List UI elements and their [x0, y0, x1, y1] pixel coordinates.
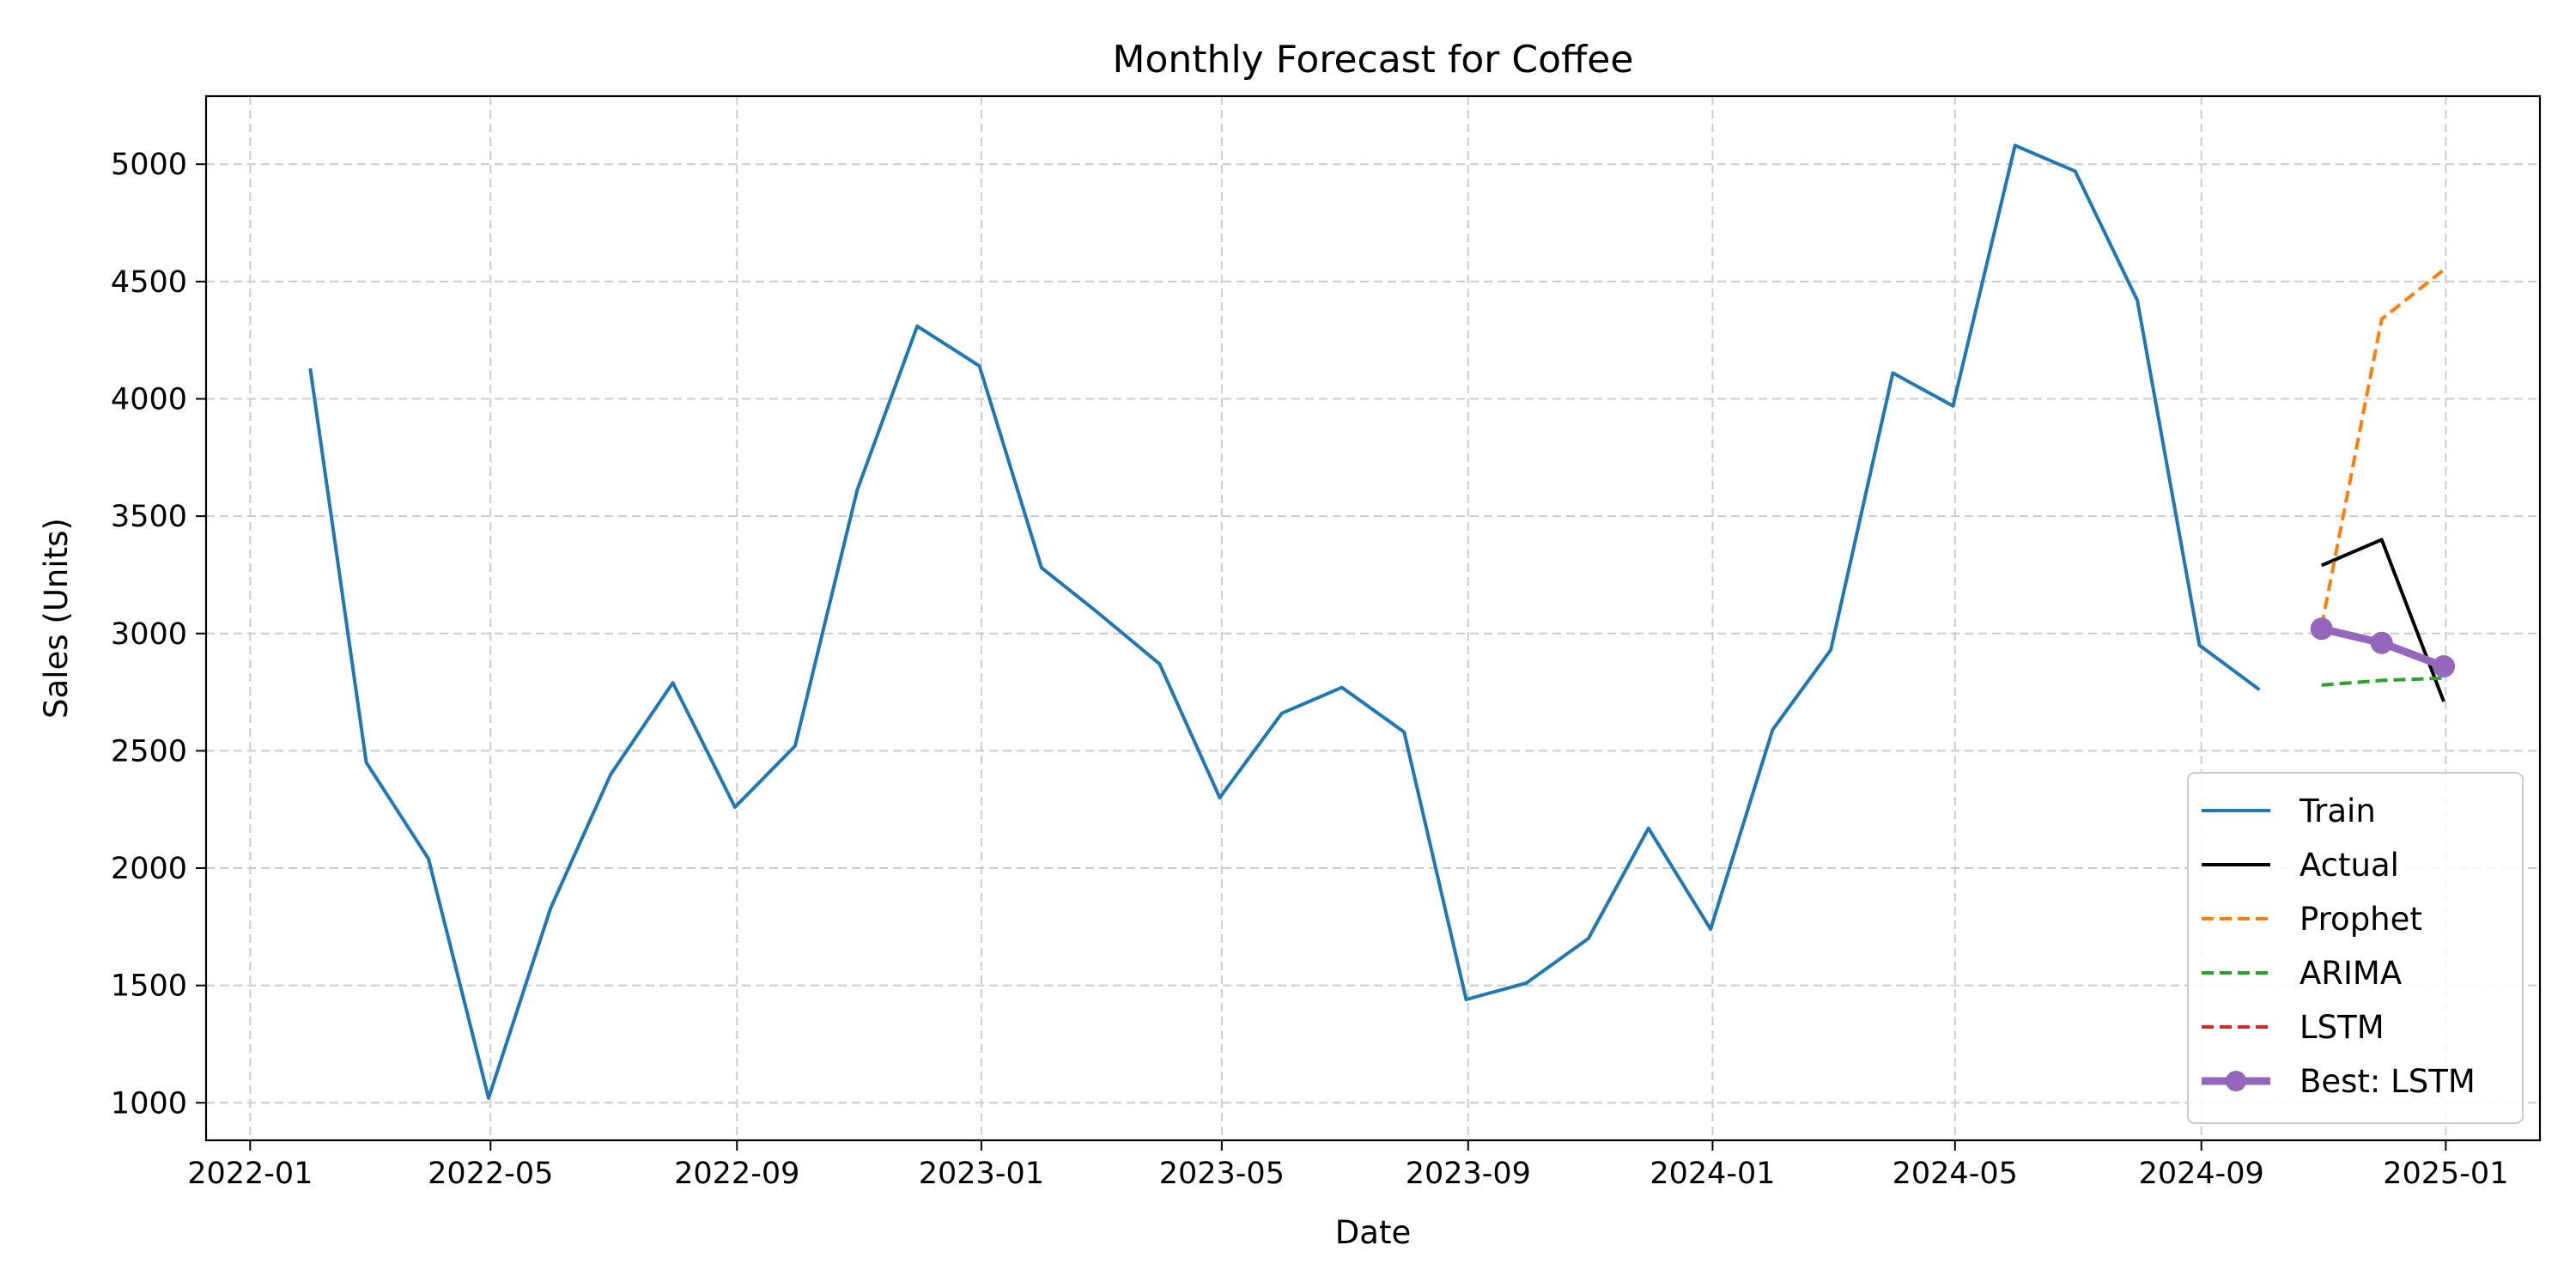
series-actual	[2320, 538, 2445, 702]
legend-item-lstm: LSTM	[2202, 1009, 2385, 1046]
y-tick-label: 2000	[111, 852, 187, 886]
x-axis-label: Date	[1335, 1214, 1411, 1251]
x-tick-label: 2024-05	[1893, 1157, 2018, 1191]
y-tick-label: 3500	[111, 500, 187, 534]
legend-item-train: Train	[2202, 793, 2376, 829]
legend-item-prophet: Prophet	[2202, 901, 2422, 938]
series-line-prophet	[2319, 268, 2445, 627]
series-prophet	[2319, 268, 2445, 627]
data-point-best-lstm	[2370, 631, 2393, 654]
x-tick-label: 2023-01	[919, 1157, 1044, 1191]
x-tick-label: 2025-01	[2383, 1157, 2508, 1191]
legend-label: Train	[2299, 793, 2376, 829]
series-arima	[2321, 676, 2445, 687]
x-tick-label: 2023-05	[1159, 1157, 1285, 1191]
y-tick-label: 1000	[111, 1086, 187, 1121]
series-best-lstm	[2310, 617, 2456, 678]
x-tick-label: 2022-09	[674, 1157, 799, 1191]
legend: Train Actual Prophet ARIMA LSTM Best: LSTM	[2187, 772, 2524, 1124]
legend-box	[2187, 772, 2524, 1124]
series-train	[308, 143, 2261, 1100]
series-line-actual	[2320, 538, 2445, 702]
series-layer	[308, 143, 2456, 1100]
legend-label: LSTM	[2300, 1009, 2385, 1046]
legend-label: Actual	[2300, 847, 2399, 884]
y-tick-label: 1500	[111, 969, 187, 1004]
plot-frame	[204, 94, 2542, 1142]
x-tick-label: 2022-05	[428, 1157, 553, 1191]
grid	[206, 96, 2540, 1140]
y-tick-label: 2500	[111, 734, 187, 769]
y-axis-label: Sales (Units)	[38, 518, 75, 719]
y-tick-label: 3000	[111, 617, 187, 652]
y-tick-label: 4500	[111, 265, 187, 300]
data-point-best-lstm	[2433, 655, 2456, 678]
x-tick-label: 2023-09	[1406, 1157, 1531, 1191]
legend-item-actual: Actual	[2202, 847, 2399, 884]
x-tick-label: 2024-09	[2139, 1157, 2264, 1191]
y-tick-label: 5000	[111, 148, 187, 182]
x-axis: 2022-01 2022-05 2022-09 2023-01 2023-05 2023-…	[187, 1140, 2508, 1191]
x-tick-label: 2022-01	[187, 1157, 313, 1191]
y-tick-label: 4000	[111, 383, 187, 417]
legend-item-arima: ARIMA	[2202, 955, 2402, 992]
x-tick-label: 2024-01	[1649, 1157, 1775, 1191]
legend-label: Prophet	[2300, 901, 2422, 938]
legend-item-best-lstm: Best: LSTM	[2202, 1063, 2476, 1100]
series-line-train	[308, 143, 2261, 1100]
y-axis: 1000 1500 2000 2500 3000 3500 4000 4500 5000	[111, 148, 206, 1121]
legend-marker	[2226, 1071, 2246, 1091]
chart-title: Monthly Forecast for Coffee	[1113, 38, 1634, 82]
legend-label: ARIMA	[2300, 955, 2402, 992]
series-line-arima	[2321, 676, 2445, 687]
data-point-best-lstm	[2310, 617, 2333, 641]
legend-label: Best: LSTM	[2300, 1063, 2476, 1100]
